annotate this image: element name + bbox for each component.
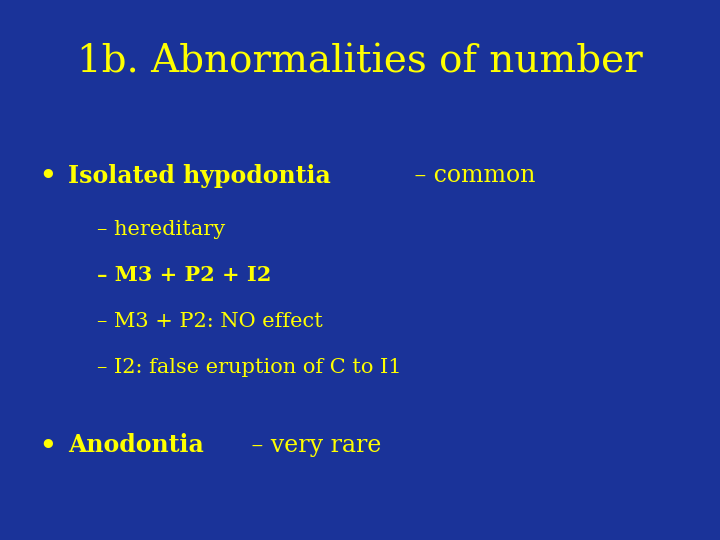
Text: – M3 + P2: NO effect: – M3 + P2: NO effect: [97, 312, 323, 331]
Text: 1b. Abnormalities of number: 1b. Abnormalities of number: [77, 44, 643, 80]
Text: – I2: false eruption of C to I1: – I2: false eruption of C to I1: [97, 357, 402, 377]
Text: •: •: [40, 163, 56, 188]
Text: – common: – common: [408, 164, 536, 187]
Text: Anodontia: Anodontia: [68, 434, 204, 457]
Text: Isolated hypodontia: Isolated hypodontia: [68, 164, 331, 187]
Text: – M3 + P2 + I2: – M3 + P2 + I2: [97, 265, 271, 286]
Text: – very rare: – very rare: [243, 434, 381, 457]
Text: •: •: [40, 433, 56, 458]
Text: – hereditary: – hereditary: [97, 220, 225, 239]
